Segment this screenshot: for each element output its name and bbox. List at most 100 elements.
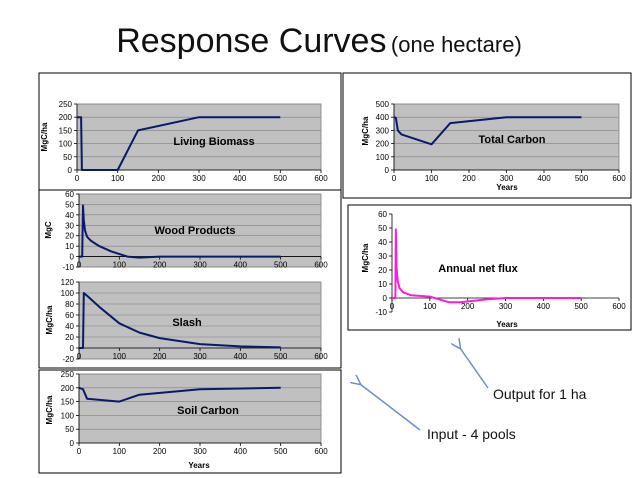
series-line-annual-net-flux	[392, 228, 582, 304]
x-tick-label: 300	[499, 302, 513, 311]
series-line-soil-carbon	[78, 386, 281, 403]
x-tick-label: 400	[233, 174, 247, 183]
y-tick-label: 10	[65, 242, 74, 251]
x-tick-label: 200	[153, 447, 167, 456]
chart-frame-2	[38, 189, 342, 369]
y-tick-label: 60	[378, 210, 387, 219]
y-tick-label: 50	[378, 224, 387, 233]
y-tick-label: 200	[376, 140, 390, 149]
x-tick-label: 400	[537, 174, 551, 183]
x-tick-label: 500	[274, 261, 288, 270]
y-tick-label: 50	[63, 153, 72, 162]
x-tick-label: 300	[193, 447, 207, 456]
y-tick-label: 200	[59, 113, 73, 122]
series-line-wood-products	[79, 204, 281, 259]
y-tick-label: 40	[65, 211, 74, 220]
plot-area	[78, 281, 322, 360]
x-tick-label: 0	[75, 174, 80, 183]
y-axis-label: MgC/ha	[40, 122, 49, 151]
y-tick-label: 500	[376, 100, 390, 109]
chart-total-carbon: 0 100 200 300 400 500 0 100 200 300 400 500 600 Total…	[361, 100, 626, 192]
y-tick-label: 100	[376, 153, 390, 162]
y-axis-label: MgC/ha	[45, 305, 54, 334]
input-label: Input - 4 pools	[427, 426, 516, 442]
y-tick-label: 400	[376, 113, 390, 122]
x-tick-label: 600	[314, 447, 328, 456]
output-label: Output for 1 ha	[493, 386, 587, 402]
x-tick-label: 0	[392, 174, 397, 183]
x-tick-label: 500	[575, 174, 589, 183]
y-tick-label: -10	[62, 263, 74, 272]
y-tick-label: 100	[59, 140, 73, 149]
slide-title: Response Curves (one hectare)	[0, 22, 638, 61]
x-tick-label: 100	[113, 352, 127, 361]
y-tick-label: 100	[61, 289, 75, 298]
output-arrow	[460, 348, 489, 389]
x-tick-label: 200	[153, 261, 167, 270]
x-tick-label: 500	[274, 174, 288, 183]
x-tick-label: 200	[461, 302, 475, 311]
y-tick-label: 0	[68, 166, 73, 175]
x-tick-label: 600	[612, 302, 626, 311]
chart-frame-3	[38, 369, 342, 474]
chart-living-biomass: 0 50 100 150 200 250 0 100 200 300 400 500 600 Living…	[40, 100, 328, 183]
x-tick-label: 600	[612, 174, 626, 183]
chart-title-living-biomass: Living Biomass	[173, 136, 254, 148]
x-tick-label: 600	[314, 352, 328, 361]
y-tick-label: 0	[70, 439, 75, 448]
y-tick-label: 0	[70, 253, 75, 262]
y-tick-label: 10	[378, 280, 387, 289]
plot-area	[393, 103, 620, 171]
x-tick-label: 400	[234, 447, 248, 456]
x-tick-label: 0	[390, 302, 395, 311]
slide-title-main: Response Curves	[116, 22, 387, 60]
series-line-slash	[79, 292, 281, 349]
x-tick-label: 500	[274, 447, 288, 456]
y-tick-label: 120	[61, 278, 75, 287]
x-tick-label: 100	[423, 302, 437, 311]
callout-arrows	[360, 348, 489, 431]
y-tick-label: 0	[383, 294, 388, 303]
chart-frame-5	[347, 204, 632, 331]
series-line-total-carbon	[393, 116, 582, 146]
y-tick-label: 300	[376, 126, 390, 135]
series-line-living-biomass	[77, 116, 281, 171]
x-tick-label: 200	[152, 174, 166, 183]
y-axis-label: MgC/ha	[361, 243, 370, 272]
y-tick-label: 40	[65, 322, 74, 331]
chart-title-soil-carbon: Soil Carbon	[177, 405, 239, 417]
y-tick-label: 30	[378, 252, 387, 261]
x-tick-label: 500	[574, 302, 588, 311]
x-tick-label: 600	[314, 174, 328, 183]
slide-title-subtitle: (one hectare)	[390, 32, 522, 57]
y-tick-label: 40	[378, 238, 387, 247]
y-tick-label: 60	[65, 311, 74, 320]
chart-title-slash: Slash	[172, 317, 202, 329]
x-axis-label: Years	[188, 461, 210, 470]
x-tick-label: 500	[274, 352, 288, 361]
plot-area	[76, 103, 322, 171]
y-tick-label: 150	[59, 126, 73, 135]
y-tick-label: -20	[62, 355, 74, 364]
y-tick-label: 20	[65, 232, 74, 241]
y-axis-label: MgC/ha	[45, 395, 54, 424]
y-tick-label: 50	[65, 200, 74, 209]
y-tick-label: 30	[65, 221, 74, 230]
y-tick-label: 200	[61, 384, 75, 393]
chart-soil-carbon: 0 50 100 150 200 250 0 100 200 300 400 500 600 Soil C…	[45, 370, 328, 470]
x-tick-label: 300	[193, 261, 207, 270]
y-axis-label: MgC/ha	[361, 116, 370, 145]
y-tick-label: 100	[61, 411, 75, 420]
y-tick-label: 20	[65, 333, 74, 342]
x-tick-label: 0	[77, 447, 82, 456]
x-tick-label: 200	[462, 174, 476, 183]
chart-frames	[38, 72, 632, 474]
x-axis-label: Years	[496, 320, 518, 329]
y-tick-label: 50	[65, 425, 74, 434]
x-tick-label: 300	[192, 174, 206, 183]
